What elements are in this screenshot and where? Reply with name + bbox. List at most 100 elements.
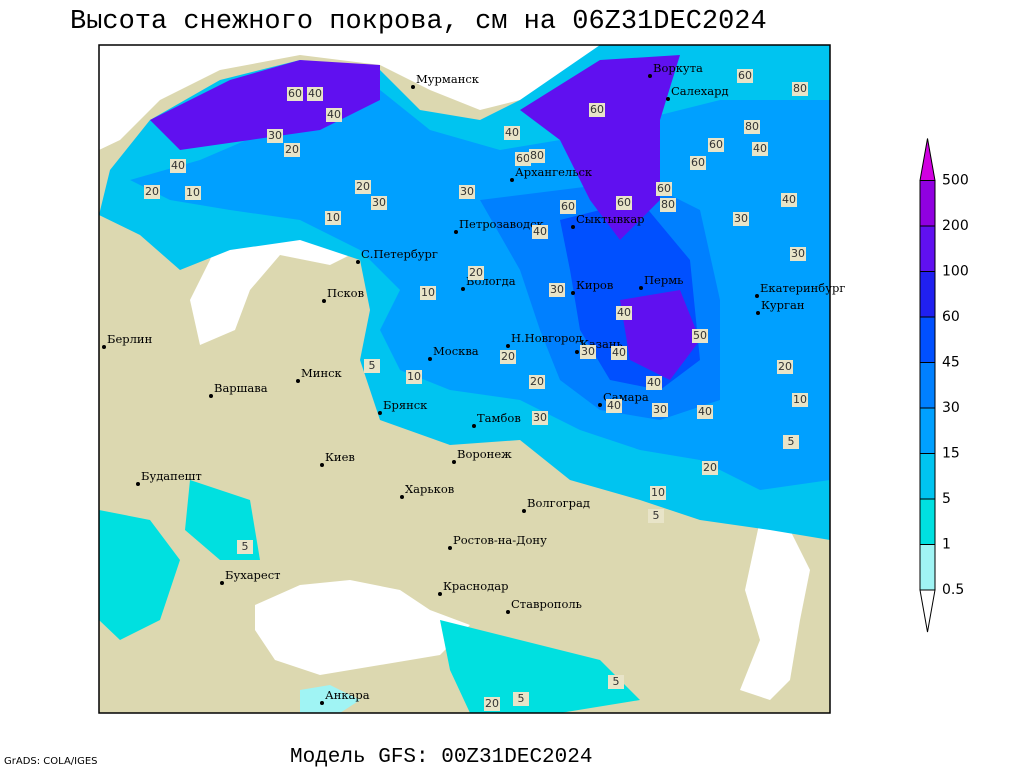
colorbar-segment [919, 453, 936, 500]
contour-label-box [504, 126, 520, 140]
contour-label: 10 [421, 286, 435, 299]
contour-label: 30 [550, 283, 564, 296]
contour-label-box [692, 329, 708, 343]
contour-label: 5 [788, 435, 795, 448]
contour-label-box [589, 103, 605, 117]
contour-label: 20 [530, 375, 544, 388]
contour-label-box [325, 211, 341, 225]
contour-label: 30 [734, 212, 748, 225]
city-label: Будапешт [141, 469, 202, 483]
city-dot [461, 287, 465, 291]
contour-label-box [690, 156, 706, 170]
contour-label-box [708, 138, 724, 152]
city-dot [598, 403, 602, 407]
contour-label-box [790, 247, 806, 261]
contour-label: 5 [242, 540, 249, 553]
colorbar-label: 0.5 [942, 582, 964, 598]
credit: GrADS: COLA/IGES [4, 756, 98, 767]
contour-label: 5 [613, 675, 620, 688]
contour-label-box [287, 87, 303, 101]
contour-label-box [652, 403, 668, 417]
contour-label: 10 [651, 486, 665, 499]
contour-label: 30 [653, 403, 667, 416]
contour-label: 30 [791, 247, 805, 260]
city-dot [510, 178, 514, 182]
city-dot [438, 592, 442, 596]
city-dot [571, 225, 575, 229]
contour-label-box [646, 376, 662, 390]
colorbar-segment [919, 180, 936, 227]
city-label: Воркута [653, 61, 703, 75]
contour-label-box [650, 486, 666, 500]
city-dot [666, 97, 670, 101]
colorbar-segment [919, 225, 936, 272]
city-dot [356, 260, 360, 264]
city-label: Варшава [214, 381, 268, 395]
contour-label: 20 [485, 697, 499, 710]
colorbar-label: 30 [942, 400, 960, 416]
contour-label-box [702, 461, 718, 475]
contour-label-box [608, 675, 624, 689]
contour-label-box [267, 129, 283, 143]
contour-label: 20 [778, 360, 792, 373]
city-dot [755, 294, 759, 298]
contour-label-box [606, 399, 622, 413]
city-label: Москва [433, 344, 479, 358]
city-label: Брянск [383, 398, 428, 412]
city-dot [575, 350, 579, 354]
city-label: Киров [576, 278, 613, 292]
city-label: Воронеж [457, 447, 512, 461]
contour-label-box [616, 306, 632, 320]
contour-label: 40 [782, 193, 796, 206]
contour-label: 40 [171, 159, 185, 172]
contour-label-box [783, 435, 799, 449]
city-dot [506, 344, 510, 348]
contour-label-box [656, 182, 672, 196]
contour-label: 30 [581, 345, 595, 358]
city-label: Курган [761, 298, 805, 312]
contour-label-box [185, 186, 201, 200]
contour-label: 5 [653, 509, 660, 522]
contour-label: 40 [698, 405, 712, 418]
contour-label-box [237, 540, 253, 554]
contour-label-box [792, 82, 808, 96]
contour-label-box [697, 405, 713, 419]
contour-label-box [733, 212, 749, 226]
contour-label: 40 [607, 399, 621, 412]
city-label: Салехард [671, 84, 729, 98]
contour-label: 10 [186, 186, 200, 199]
contour-label-box [170, 159, 186, 173]
contour-label: 40 [647, 376, 661, 389]
city-dot [472, 424, 476, 428]
city-dot [454, 230, 458, 234]
contour-label-box [144, 185, 160, 199]
colorbar-label: 200 [942, 218, 969, 234]
contour-label-box [420, 286, 436, 300]
city-label: Ростов-на-Дону [453, 533, 547, 547]
map [99, 45, 830, 713]
title: Высота снежного покрова, см на 06Z31DEC2… [70, 7, 767, 37]
colorbar-label: 500 [942, 173, 969, 189]
city-dot [411, 85, 415, 89]
contour-label-box [529, 149, 545, 163]
city-label: Бухарест [225, 568, 281, 582]
colorbar-label: 5 [942, 491, 951, 507]
contour-label-box [549, 283, 565, 297]
city-dot [428, 357, 432, 361]
contour-label: 60 [657, 182, 671, 195]
colorbar-label: 100 [942, 264, 969, 280]
colorbar-segment [919, 316, 936, 363]
contour-label-box [326, 108, 342, 122]
contour-label: 20 [356, 180, 370, 193]
city-dot [448, 546, 452, 550]
contour-label: 60 [590, 103, 604, 116]
city-dot [506, 610, 510, 614]
city-dot [320, 701, 324, 705]
contour-label: 80 [745, 120, 759, 133]
city-dot [320, 463, 324, 467]
contour-label: 60 [691, 156, 705, 169]
contour-label-box [459, 185, 475, 199]
city-label: Пермь [644, 273, 683, 287]
